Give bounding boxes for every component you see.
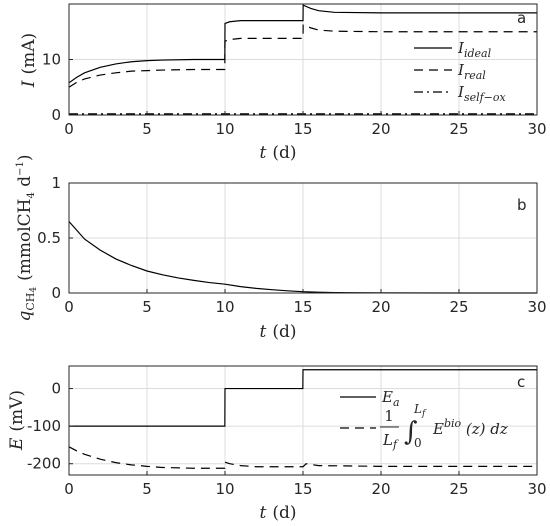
panel-a-xticks: 0 5 10 15 20 25 30: [64, 111, 547, 138]
x-tick-label: 30: [527, 480, 546, 498]
x-tick-label: 25: [449, 120, 468, 138]
legend-selfox-label: Iself−ox: [457, 83, 507, 104]
panel-b-xlabel: t (d): [260, 322, 297, 342]
integral-denominator: Lf: [382, 431, 399, 451]
x-tick-label: 0: [64, 298, 74, 316]
integral-numerator: 1: [384, 407, 394, 425]
integral-upper: Lf: [413, 402, 427, 419]
x-tick-label: 30: [527, 298, 546, 316]
x-tick-label: 25: [449, 480, 468, 498]
panel-b-yticks: 00.51: [37, 174, 73, 302]
x-tick-label: 25: [449, 298, 468, 316]
panel-c-letter: c: [517, 373, 525, 391]
panel-a-legend: Iideal Ireal Iself−ox: [414, 39, 507, 104]
x-tick-label: 15: [293, 298, 312, 316]
x-tick-label: 0: [64, 120, 74, 138]
series-line-1: [69, 369, 537, 427]
panel-c-xlabel: t (d): [260, 503, 297, 523]
integral-lower: 0: [414, 436, 422, 450]
y-tick-label: 0.5: [37, 229, 61, 247]
panel-c-legend: Ea 1 Lf ∫ Lf 0 Ebio (z) dz: [340, 388, 508, 451]
panel-b-letter: b: [517, 196, 527, 214]
x-tick-label: 10: [215, 480, 234, 498]
series-line-1: [68, 4, 537, 84]
x-tick-label: 0: [64, 480, 74, 498]
x-tick-label: 30: [527, 120, 546, 138]
y-tick-label: -100: [27, 417, 61, 435]
y-tick-label: 10: [42, 51, 61, 69]
panel-b: 0 5 10 15 20 25 30 00.51 b t (d) qCH4(mmolCH4 d…: [15, 154, 547, 342]
x-tick-label: 15: [293, 120, 312, 138]
x-tick-label: 20: [371, 120, 390, 138]
legend-ea-label: Ea: [381, 388, 400, 409]
legend-real-label: Ireal: [457, 61, 486, 82]
panel-a-letter: a: [517, 9, 526, 27]
x-tick-label: 20: [371, 298, 390, 316]
x-tick-label: 10: [215, 298, 234, 316]
y-tick-label: -200: [27, 455, 61, 473]
panel-b-xticks: 0 5 10 15 20 25 30: [64, 289, 547, 316]
integral-body: Ebio (z) dz: [432, 417, 508, 438]
panel-b-grid: [68, 182, 538, 294]
panel-c-yticks: -200 -100 0: [27, 380, 73, 473]
y-tick-label: 0: [51, 284, 61, 302]
x-tick-label: 5: [142, 120, 152, 138]
panel-a-ylabel: I(mA): [19, 33, 39, 88]
x-tick-label: 5: [142, 480, 152, 498]
panel-c-series: [68, 369, 537, 469]
panel-b-ylabel: qCH4(mmolCH4 d−1): [15, 154, 39, 321]
y-tick-label: 0: [51, 380, 61, 398]
series-line-2: [68, 446, 537, 469]
panel-a-yticks: 0 10: [42, 51, 73, 124]
legend-ideal-label: Iideal: [457, 39, 492, 60]
legend-integral-label: 1 Lf ∫ Lf 0 Ebio (z) dz: [380, 402, 508, 451]
x-tick-label: 5: [142, 298, 152, 316]
series-line-2: [68, 24, 537, 88]
integral-sign: ∫: [404, 417, 418, 447]
x-tick-label: 15: [293, 480, 312, 498]
y-tick-label: 0: [51, 106, 61, 124]
y-tick-label: 1: [51, 174, 61, 192]
panel-c-xticks: 0 5 10 15 20 25 30: [64, 471, 547, 498]
panel-a-xlabel: t (d): [260, 143, 297, 163]
x-tick-label: 20: [371, 480, 390, 498]
x-tick-label: 10: [215, 120, 234, 138]
panel-a: 0 5 10 15 20 25 30 0 10 a Iideal Ireal Iself−ox…: [19, 3, 547, 163]
panel-c-ylabel: E(mV): [7, 390, 27, 451]
